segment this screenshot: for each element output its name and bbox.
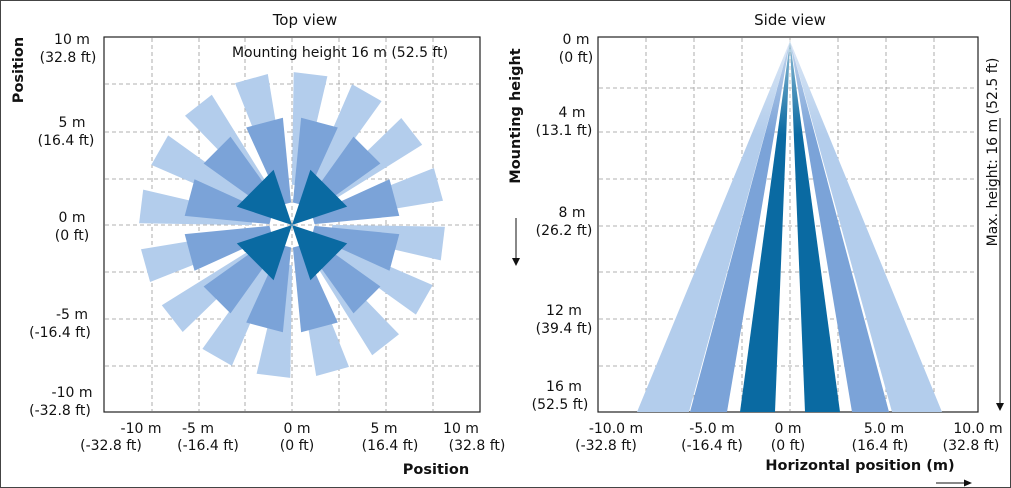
top-y-tick-ft: (16.4 ft): [38, 133, 95, 149]
top-view-grid: [105, 38, 479, 411]
side-y-tick-m: 12 m: [546, 303, 582, 319]
beam-inner: [236, 169, 292, 225]
side-y-tick-ft: (13.1 ft): [536, 123, 593, 139]
beam-middle: [246, 117, 292, 205]
top-x-tick-ft: (-32.8 ft): [80, 438, 142, 454]
top-x-tick-ft: (16.4 ft): [362, 438, 419, 454]
side-view-title: Side view: [754, 11, 826, 29]
top-x-tick-ft: (32.8 ft): [449, 438, 506, 454]
top-x-tick-m: 5 m: [371, 421, 398, 437]
side-view-y-axis-label: Mounting height: [508, 48, 524, 184]
top-y-tick-m: 10 m: [54, 32, 90, 48]
side-x-tick-ft: (-32.8 ft): [575, 438, 637, 454]
top-view-x-axis-label: Position: [403, 462, 469, 478]
beam-middle: [312, 225, 400, 271]
beam-middle: [292, 245, 338, 333]
side-x-tick-ft: (0 ft): [771, 438, 805, 454]
beam-middle: [292, 117, 338, 205]
top-x-tick-m: 10 m: [443, 421, 479, 437]
side-y-tick-m: 8 m: [559, 205, 586, 221]
top-y-tick-m: 5 m: [59, 115, 86, 131]
side-x-tick-ft: (32.8 ft): [943, 438, 1000, 454]
beam-outer: [202, 257, 277, 366]
side-y-tick-ft: (26.2 ft): [536, 223, 593, 239]
side-x-tick-m: 10.0 m: [953, 421, 1002, 437]
beam-middle: [184, 225, 272, 271]
beam-outer: [151, 135, 260, 210]
down-arrow-icon: [512, 218, 520, 266]
top-view-mounting-height-label: Mounting height 16 m (52.5 ft): [232, 45, 448, 61]
top-x-tick-m: -10 m: [121, 421, 162, 437]
top-view-y-tick-labels: 10 m (32.8 ft) 5 m (16.4 ft) 0 m (0 ft) …: [29, 32, 96, 419]
side-x-tick-ft: (16.4 ft): [852, 438, 909, 454]
top-y-tick-ft: (-16.4 ft): [29, 325, 91, 341]
beam-inner: [292, 169, 348, 225]
side-x-tick-m: -10.0 m: [589, 421, 643, 437]
top-x-tick-ft: (-16.4 ft): [177, 438, 239, 454]
max-height-label: Max. height: 16 m (52.5 ft): [985, 58, 1001, 247]
top-y-tick-ft: (0 ft): [55, 228, 89, 244]
side-y-tick-m: 16 m: [546, 379, 582, 395]
side-x-tick-ft: (-16.4 ft): [681, 438, 743, 454]
side-x-tick-m: -5.0 m: [689, 421, 734, 437]
side-view-y-tick-labels: 0 m (0 ft) 4 m (13.1 ft) 8 m (26.2 ft) 1…: [532, 32, 594, 413]
side-y-tick-ft: (52.5 ft): [532, 397, 589, 413]
side-y-tick-ft: (0 ft): [559, 50, 593, 66]
top-x-tick-m: -5 m: [182, 421, 214, 437]
top-y-tick-m: 0 m: [59, 210, 86, 226]
top-view-y-axis-label: Position: [11, 37, 27, 103]
beam-inner: [236, 225, 292, 281]
top-x-tick-m: 0 m: [284, 421, 311, 437]
top-y-tick-m: -5 m: [56, 307, 88, 323]
beam-middle: [312, 179, 400, 225]
beam-middle: [246, 245, 292, 333]
side-x-tick-m: 0 m: [775, 421, 802, 437]
top-view-title: Top view: [272, 11, 338, 29]
side-view-x-tick-labels: -10.0 m (-32.8 ft) -5.0 m (-16.4 ft) 0 m…: [575, 421, 1003, 454]
beam-middle: [184, 179, 272, 225]
beam-outer: [307, 84, 382, 193]
side-view-x-axis-label: Horizontal position (m): [765, 458, 954, 474]
top-view-beam-pattern: [139, 72, 445, 378]
side-x-tick-m: 5.0 m: [864, 421, 904, 437]
beam-inner: [292, 225, 348, 281]
top-y-tick-ft: (-32.8 ft): [29, 403, 91, 419]
top-x-tick-ft: (0 ft): [280, 438, 314, 454]
side-y-tick-ft: (39.4 ft): [536, 321, 593, 337]
side-view-plot-border: [597, 36, 979, 413]
side-y-tick-m: 4 m: [559, 105, 586, 121]
side-y-tick-m: 0 m: [563, 32, 590, 48]
side-view-near-zone-fade: [745, 40, 835, 135]
right-arrow-icon: [936, 479, 972, 487]
top-view-x-tick-labels: -10 m (-32.8 ft) -5 m (-16.4 ft) 0 m (0 …: [80, 421, 505, 454]
top-y-tick-m: -10 m: [52, 385, 93, 401]
max-height-indicator: [996, 118, 1004, 411]
top-view-plot-border: [103, 36, 481, 413]
beam-outer: [324, 240, 433, 315]
top-y-tick-ft: (32.8 ft): [40, 50, 97, 66]
